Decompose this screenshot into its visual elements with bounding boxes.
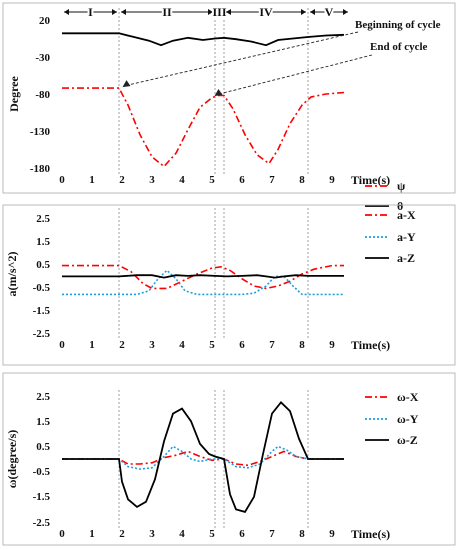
y-tick-label: -0.5	[33, 466, 51, 478]
x-tick-label: 4	[179, 528, 185, 540]
y-tick-label: 1.5	[36, 236, 50, 248]
phase-label: IV	[259, 5, 273, 19]
legend-label: θ	[397, 199, 403, 213]
phase-arrowhead	[208, 9, 213, 15]
x-tick-label: 7	[269, 174, 275, 186]
y-tick-label: -0.5	[33, 282, 51, 294]
legend-label: ω-Y	[397, 412, 419, 426]
series-line-a-Y	[62, 269, 344, 296]
y-axis-label: Degree	[7, 75, 21, 111]
panel-3: 2.5 1.5 0.5 -0.5 -1.5 -2.5 ω(degree/s) 0 1 2 3 4 5 6 7…	[2, 372, 456, 546]
x-tick-label: 1	[89, 174, 95, 186]
y-tick-label: 0.5	[36, 441, 50, 453]
annotation-end: End of cycle	[370, 41, 428, 53]
x-tick-label: 3	[149, 339, 155, 351]
phase-arrowhead	[121, 9, 126, 15]
y-axis-label: a(m/s^2)	[5, 252, 19, 297]
x-tick-label: 7	[269, 339, 275, 351]
x-tick-label: 2	[119, 528, 125, 540]
annotation-arrow	[215, 54, 373, 96]
x-tick-label: 6	[239, 174, 245, 186]
x-tick-label: 9	[329, 528, 335, 540]
y-tick-label: -80	[35, 89, 50, 101]
series-line-a-Z	[62, 274, 344, 279]
x-tick-label: 5	[209, 174, 215, 186]
series-line-ω-Z	[62, 400, 344, 513]
x-tick-label: 3	[149, 174, 155, 186]
phase-arrowhead	[343, 9, 348, 15]
series-line-ω-Y	[62, 445, 344, 470]
annotation-arrowhead	[214, 88, 223, 96]
annotation-arrow	[123, 31, 359, 87]
legend-label: ω-Z	[397, 433, 418, 447]
x-tick-label: 0	[59, 339, 65, 351]
y-tick-label: -1.5	[33, 491, 51, 503]
legend-label: ω-X	[397, 390, 419, 404]
y-tick-label: 1.5	[36, 416, 50, 428]
x-axis-label: Time(s)	[351, 338, 390, 352]
x-axis-label: Time(s)	[351, 173, 390, 187]
x-tick-label: 5	[209, 528, 215, 540]
phase-arrowhead	[301, 9, 306, 15]
x-tick-label: 2	[119, 174, 125, 186]
x-tick-label: 0	[59, 528, 65, 540]
legend-label: a-Y	[397, 230, 416, 244]
y-tick-label: -1.5	[33, 305, 51, 317]
y-tick-label: -30	[35, 52, 50, 64]
phase-arrowhead	[64, 9, 69, 15]
phase-arrowhead	[217, 9, 222, 15]
y-tick-label: -2.5	[33, 517, 51, 529]
phase-label: III	[212, 5, 226, 19]
x-tick-label: 1	[89, 528, 95, 540]
x-tick-label: 9	[329, 174, 335, 186]
legend-label: a-Z	[397, 251, 415, 265]
annotation-beginning: Beginning of cycle	[355, 19, 441, 31]
phase-label: I	[88, 5, 93, 19]
legend-label: ψ	[397, 179, 406, 193]
panel-1: 20 -30 -80 -130 -180 Degree 0 1 2 3 4 5 6 7 8 9 Time(s) ψ…	[2, 2, 456, 213]
series-line-θ	[62, 32, 345, 47]
y-tick-label: 2.5	[36, 213, 50, 225]
panel-frame	[2, 204, 456, 366]
phase-arrowhead	[226, 9, 231, 15]
series-line-ψ	[62, 87, 345, 168]
y-tick-label: -2.5	[33, 328, 51, 340]
x-tick-label: 6	[239, 528, 245, 540]
x-tick-label: 7	[269, 528, 275, 540]
phase-label: V	[325, 5, 334, 19]
y-tick-label: 2.5	[36, 391, 50, 403]
x-tick-label: 2	[119, 339, 125, 351]
x-tick-label: 3	[149, 528, 155, 540]
annotation-arrowhead	[122, 80, 131, 88]
x-tick-label: 8	[299, 174, 305, 186]
phase-arrowhead	[112, 9, 117, 15]
x-tick-label: 4	[179, 339, 185, 351]
x-tick-label: 5	[209, 339, 215, 351]
panel-frame	[2, 2, 456, 194]
x-tick-label: 9	[329, 339, 335, 351]
y-tick-label: -180	[30, 163, 51, 175]
x-tick-label: 0	[59, 174, 65, 186]
x-tick-label: 8	[299, 339, 305, 351]
y-tick-label: -130	[30, 126, 51, 138]
panel-frame	[2, 372, 456, 546]
phase-label: II	[162, 5, 172, 19]
legend-label: a-X	[397, 208, 416, 222]
x-axis-label: Time(s)	[351, 527, 390, 541]
y-tick-label: 0.5	[36, 259, 50, 271]
phase-arrowhead	[310, 9, 315, 15]
x-tick-label: 1	[89, 339, 95, 351]
y-axis-label: ω(degree/s)	[5, 430, 19, 489]
x-tick-label: 8	[299, 528, 305, 540]
panel-2: 2.5 1.5 0.5 -0.5 -1.5 -2.5 a(m/s^2) 0 1 2 3 4 5 6 7 8 9 T…	[2, 204, 456, 366]
x-tick-label: 4	[179, 174, 185, 186]
x-tick-label: 6	[239, 339, 245, 351]
y-tick-label: 20	[39, 15, 51, 27]
